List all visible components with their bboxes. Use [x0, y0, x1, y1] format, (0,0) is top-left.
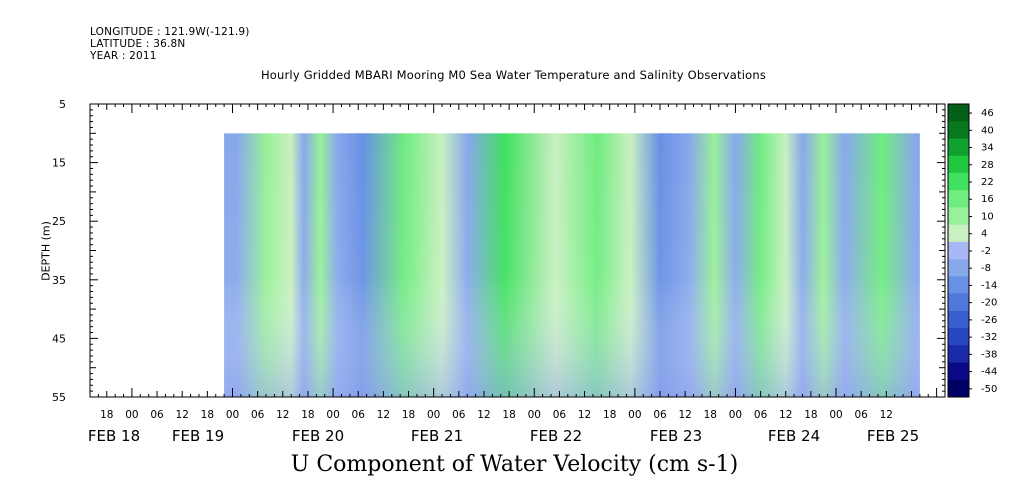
colorbar-label: -8 [981, 263, 991, 274]
x-hour-label: 00 [326, 409, 339, 421]
latitude-label: LATITUDE : 36.8N [90, 38, 186, 50]
x-hour-label: 06 [352, 409, 366, 421]
colorbar-cell [948, 345, 969, 364]
x-hour-label: 06 [754, 409, 768, 421]
x-hour-label: 06 [452, 409, 466, 421]
x-day-label: FEB 23 [650, 427, 702, 445]
colorbar-cell [948, 190, 969, 208]
x-hour-label: 06 [150, 409, 164, 421]
x-day-label: FEB 25 [867, 427, 919, 445]
colorbar-cell [948, 362, 969, 381]
x-day-label: FEB 19 [172, 427, 224, 445]
x-hour-label: 18 [301, 409, 314, 421]
colorbar-label: 10 [981, 211, 994, 222]
y-tick-label: 35 [52, 274, 66, 287]
x-hour-label: 18 [804, 409, 817, 421]
x-hour-label: 18 [100, 409, 113, 421]
colorbar-cell [948, 259, 969, 277]
x-hour-label: 12 [578, 409, 591, 421]
colorbar-label: -44 [981, 367, 997, 378]
x-day-label: FEB 22 [530, 427, 582, 445]
y-tick-label: 25 [52, 215, 66, 228]
colorbar-cell [948, 138, 969, 157]
x-hour-label: 00 [829, 409, 842, 421]
colorbar-label: 40 [981, 125, 994, 136]
y-tick-label: 55 [52, 391, 66, 404]
x-day-label: FEB 18 [88, 427, 140, 445]
velocity-depth-shading [224, 133, 920, 398]
x-hour-label: 00 [125, 409, 138, 421]
colorbar-label: 4 [981, 229, 987, 240]
colorbar-label: -50 [981, 384, 997, 395]
colorbar-cell [948, 207, 969, 226]
colorbar-cell [948, 276, 969, 295]
x-hour-label: 12 [176, 409, 189, 421]
colorbar-label: 16 [981, 194, 994, 205]
colorbar-cell [948, 379, 969, 398]
x-hour-label: 12 [678, 409, 691, 421]
x-hour-label: 18 [402, 409, 415, 421]
x-hour-label: 18 [603, 409, 616, 421]
colorbar-label: -26 [981, 315, 997, 326]
colorbar-label: -20 [981, 298, 997, 309]
colorbar-cell [948, 172, 969, 191]
y-tick-label: 15 [52, 157, 66, 170]
x-day-label: FEB 20 [292, 427, 344, 445]
colorbar-label: 46 [981, 108, 994, 119]
colorbar-label: -14 [981, 280, 997, 291]
colorbar-cell [948, 241, 969, 260]
colorbar-cell [948, 104, 969, 122]
year-label: YEAR : 2011 [90, 50, 157, 62]
colorbar-label: -2 [981, 246, 991, 257]
x-hour-label: 18 [502, 409, 515, 421]
colorbar-cell [948, 310, 969, 329]
x-hour-label: 12 [377, 409, 390, 421]
x-hour-label: 00 [427, 409, 440, 421]
colorbar-label: 22 [981, 177, 994, 188]
x-hour-label: 12 [779, 409, 792, 421]
x-day-label: FEB 24 [768, 427, 820, 445]
x-hour-label: 12 [880, 409, 893, 421]
colorbar-cell [948, 293, 969, 312]
y-tick-label: 5 [59, 98, 66, 111]
x-hour-label: 18 [704, 409, 717, 421]
chart-title: Hourly Gridded MBARI Mooring M0 Sea Wate… [260, 68, 767, 82]
colorbar-label: -32 [981, 332, 997, 343]
x-hour-label: 00 [628, 409, 641, 421]
colorbar-cell [948, 224, 969, 243]
x-hour-label: 06 [653, 409, 667, 421]
x-hour-label: 06 [251, 409, 265, 421]
x-day-label: FEB 21 [411, 427, 463, 445]
colorbar-label: 34 [981, 143, 994, 154]
colorbar-cell [948, 155, 969, 174]
x-hour-label: 00 [528, 409, 541, 421]
x-hour-label: 12 [477, 409, 490, 421]
x-hour-label: 06 [854, 409, 868, 421]
variable-title: U Component of Water Velocity (cm s-1) [290, 452, 739, 477]
x-hour-label: 06 [553, 409, 567, 421]
x-hour-label: 12 [276, 409, 289, 421]
colorbar-label: -38 [981, 349, 997, 360]
x-hour-label: 00 [729, 409, 742, 421]
y-tick-label: 45 [52, 332, 66, 345]
colorbar-cell [948, 121, 969, 139]
colorbar-label: 28 [981, 160, 994, 171]
longitude-label: LONGITUDE : 121.9W(-121.9) [90, 26, 250, 38]
x-hour-label: 00 [226, 409, 239, 421]
x-hour-label: 18 [201, 409, 214, 421]
colorbar-cell [948, 328, 969, 346]
